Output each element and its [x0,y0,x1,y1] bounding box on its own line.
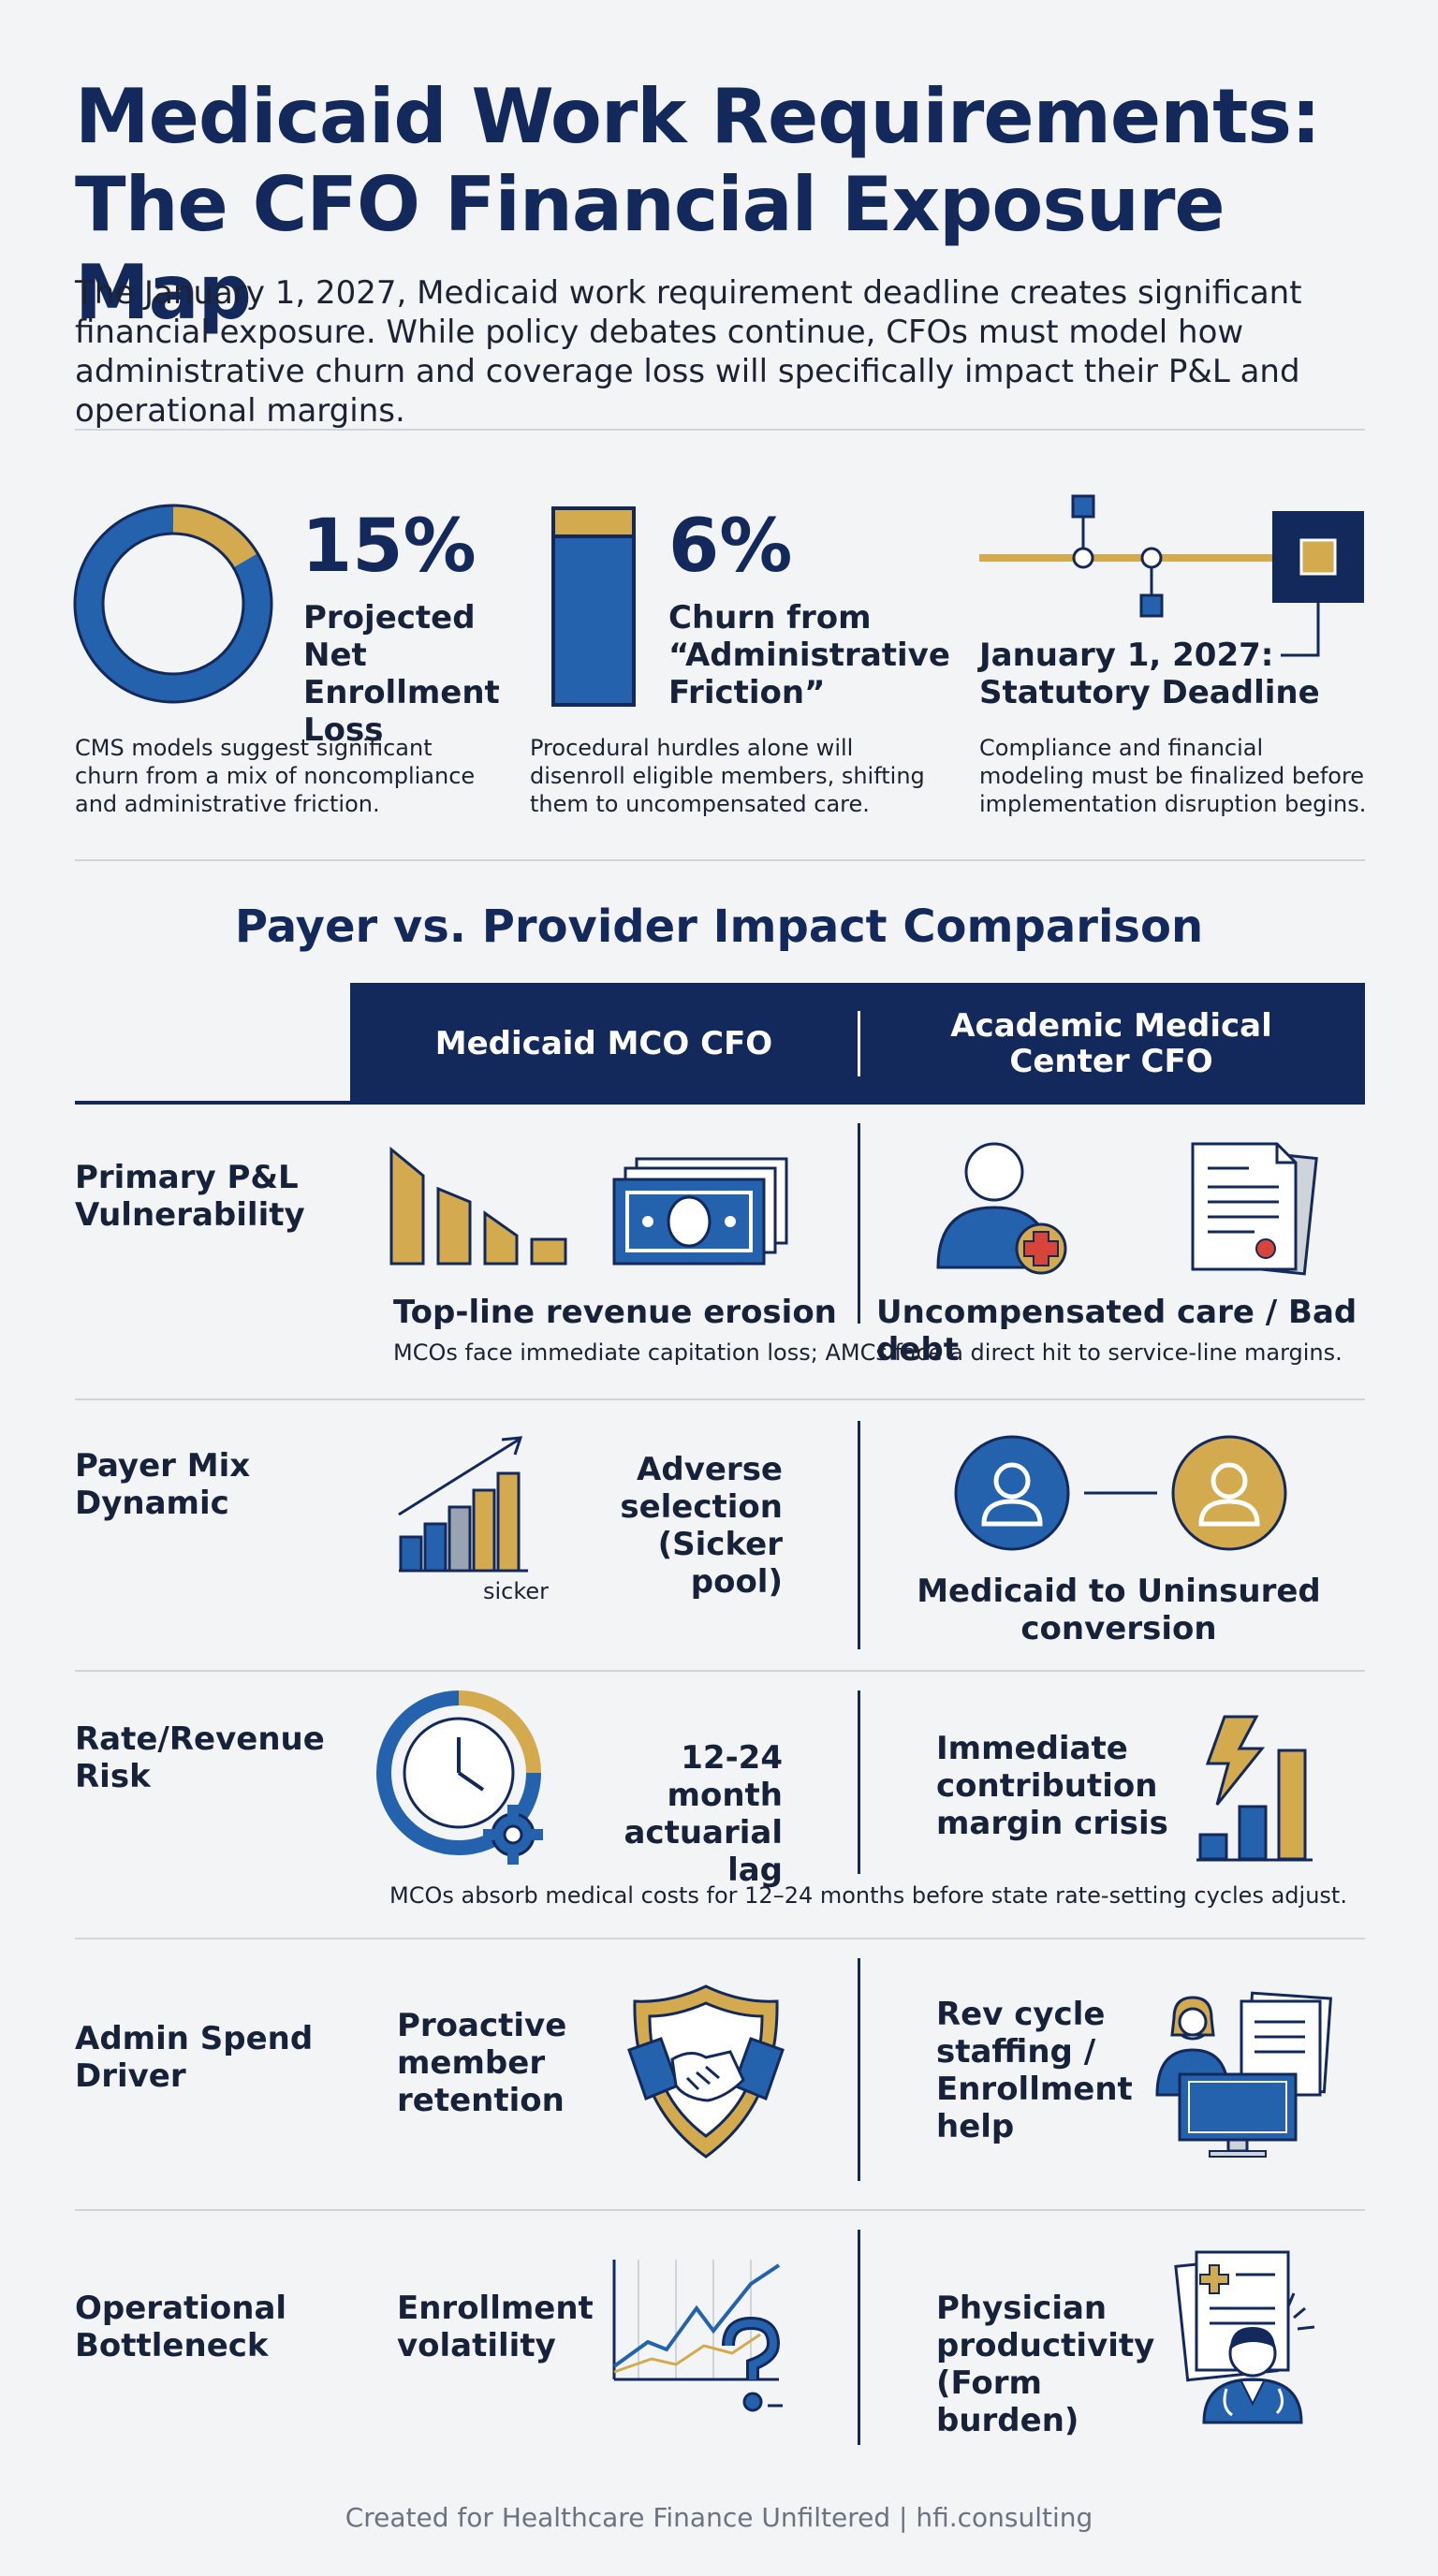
title-line-1: Medicaid Work Requirements: [75,73,1321,160]
cell-mco-bottleneck: Enrollment volatility [397,2290,594,2364]
column-amc: Academic Medical Center CFO [950,1007,1272,1080]
cell-amc-rate-risk: Immediate contribution margin crisis [936,1730,1168,1842]
stat-churn-value: 6% [668,505,793,589]
handshake-shield-icon [627,1984,785,2159]
cell-amc-pl: Uncompensated care / Bad debt [876,1294,1357,1368]
person-connection-icon [954,1435,1287,1551]
row-label-payer-mix: Payer Mix Dynamic [75,1447,251,1522]
cell-amc-payer-mix: Medicaid to Uninsured conversion [917,1573,1321,1647]
cash-bill-icon [612,1157,788,1266]
cell-amc-admin-spend: Rev cycle staffing / Enrollment help [936,1996,1133,2145]
clock-gear-icon [376,1690,543,1865]
stat-churn-label: Churn from “Administrative Friction” [668,599,950,711]
stat-deadline-description: Compliance and financial modeling must b… [979,735,1367,817]
stat-enrollment-description: CMS models suggest significant churn fro… [75,735,476,817]
donut-chart-icon [73,504,273,704]
comparison-title: Payer vs. Provider Impact Comparison [234,900,1204,953]
medical-bill-icon [1191,1142,1318,1276]
stat-enrollment-label: Projected Net Enrollment Loss [303,599,500,749]
stat-enrollment-value: 15% [301,505,477,589]
patient-plus-icon [936,1142,1067,1275]
footer-credit: Created for Healthcare Finance Unfiltere… [345,2502,1093,2533]
row-label-operational-bottleneck: Operational Bottleneck [75,2290,287,2364]
cell-mco-pl: Top-line revenue erosion [393,1294,837,1331]
person-icon [954,1435,1070,1551]
row-3-divider [75,1938,1365,1939]
row-label-rate-risk: Rate/Revenue Risk [75,1720,325,1795]
stacked-bar-icon [551,506,636,707]
row-4-column-divider [858,1958,860,2181]
title-line-2: The CFO Financial Exposure Map [75,161,1225,336]
row-label-admin-spend: Admin Spend Driver [75,2020,314,2095]
rising-risk-chart-icon [398,1436,528,1573]
lightning-bars-icon [1196,1715,1313,1862]
volatile-chart-question-icon [612,2260,783,2412]
row-4-divider [75,2209,1365,2211]
stats-divider [75,859,1365,861]
row-3-column-divider [858,1690,860,1874]
row-5-column-divider [858,2230,860,2445]
cell-mco-rate-risk: 12-24 month actuarial lag [624,1739,783,1889]
row-1-column-divider [858,1123,860,1324]
person-icon [1171,1435,1287,1551]
column-mco: Medicaid MCO CFO [434,1025,773,1062]
row-2-divider [75,1670,1365,1672]
physician-forms-icon [1174,2250,1315,2424]
sicker-caption: sicker [483,1578,550,1604]
cell-amc-bottleneck: Physician productivity (Form burden) [936,2290,1155,2439]
cell-mco-payer-mix: Adverse selection (Sicker pool) [620,1451,783,1601]
row-label-pl-vulnerability: Primary P&L Vulnerability [75,1159,305,1234]
staff-computer-icon [1155,1991,1332,2158]
intro-paragraph: The January 1, 2027, Medicaid work requi… [75,274,1302,430]
header-column-divider [858,1011,860,1076]
header-underline [75,1101,356,1105]
stat-churn-description: Procedural hurdles alone will disenroll … [530,735,925,817]
row-1-divider [75,1398,1365,1400]
cell-mco-admin-spend: Proactive member retention [397,2007,567,2119]
timeline-icon [979,494,1364,657]
header-divider [75,429,1365,431]
note-rate-risk: MCOs absorb medical costs for 12–24 mont… [389,1882,1347,1909]
page-title: Medicaid Work Requirements: The CFO Fina… [75,73,1386,337]
declining-bars-icon [389,1146,567,1266]
stat-deadline-label: January 1, 2027: Statutory Deadline [979,637,1320,711]
note-pl: MCOs face immediate capitation loss; AMC… [393,1339,1343,1366]
comparison-header: Medicaid MCO CFO Academic Medical Center… [350,983,1365,1105]
row-2-column-divider [858,1421,860,1649]
